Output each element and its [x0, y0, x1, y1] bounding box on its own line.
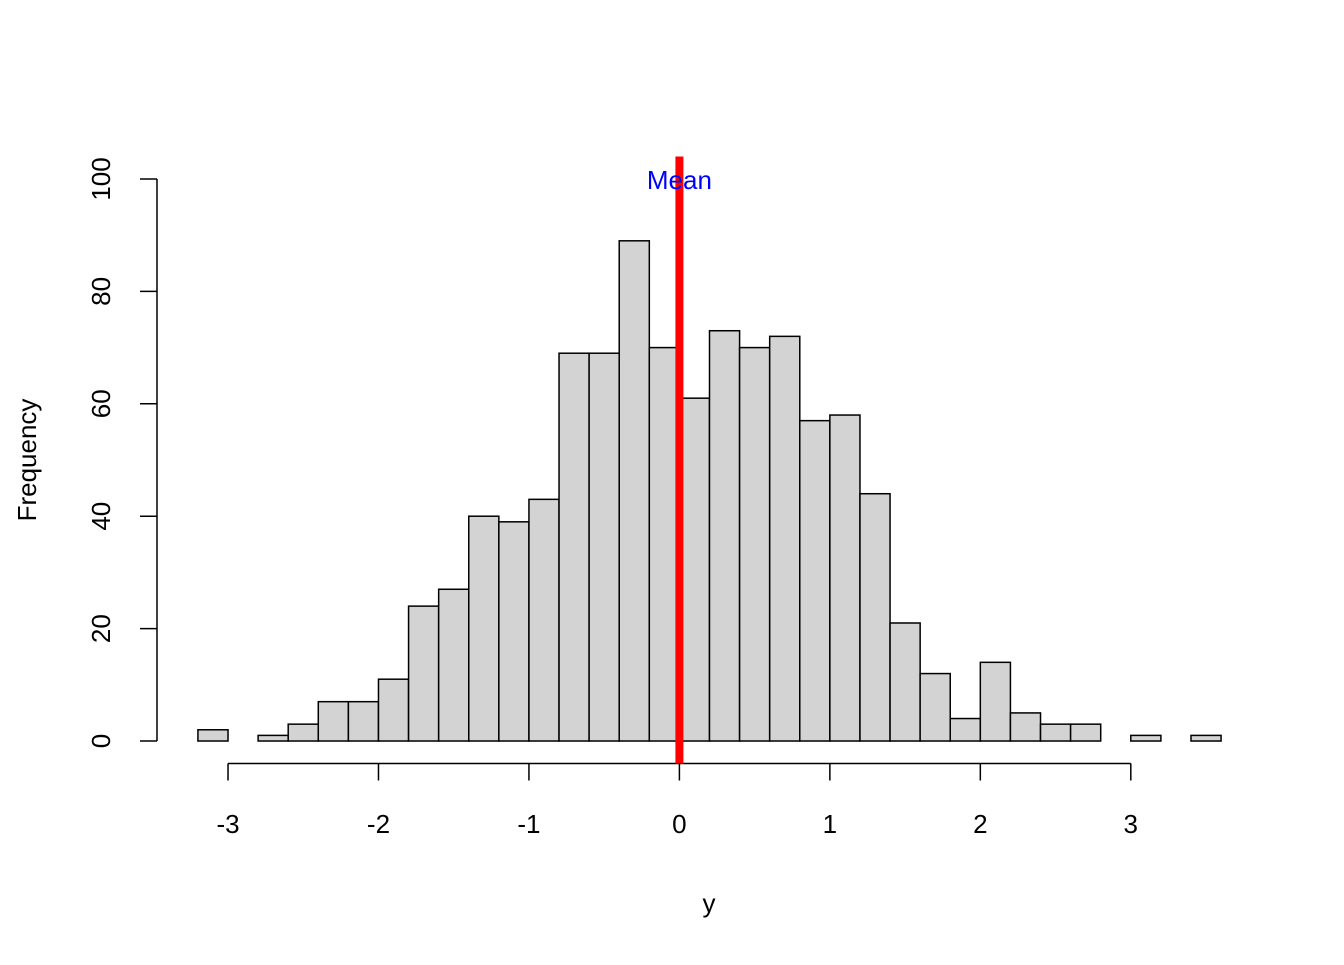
bar [588, 352, 620, 742]
bar [347, 700, 380, 742]
bar [829, 414, 861, 742]
x-tick-label: 0 [672, 809, 686, 839]
bar [1130, 734, 1162, 742]
bar [1039, 723, 1072, 742]
bar [859, 492, 891, 742]
x-tick-label: 2 [973, 809, 987, 839]
bar [317, 700, 350, 742]
bar [377, 678, 410, 742]
bar [949, 717, 982, 742]
bar [1190, 734, 1222, 742]
bar [1069, 723, 1102, 742]
bar [257, 734, 289, 742]
y-tick-label: 20 [86, 614, 116, 643]
x-tick-label: 3 [1124, 809, 1138, 839]
bar [498, 521, 530, 742]
bar [738, 346, 771, 742]
y-tick-label: 0 [86, 734, 116, 748]
y-axis-label: Frequency [12, 399, 42, 522]
bar [919, 672, 951, 742]
bar [678, 397, 711, 742]
bar [528, 498, 560, 742]
bar [437, 588, 470, 742]
bar [197, 729, 229, 742]
bar [768, 335, 801, 742]
bar [979, 661, 1012, 742]
x-tick-label: -1 [517, 809, 540, 839]
bar [1009, 712, 1042, 742]
bar [708, 329, 741, 742]
y-tick-label: 40 [86, 502, 116, 531]
mean-label: Mean [647, 165, 712, 195]
bar [889, 622, 921, 742]
bar [407, 605, 440, 742]
x-axis-label: y [703, 888, 716, 918]
x-tick-label: -3 [216, 809, 239, 839]
y-tick-label: 100 [86, 157, 116, 200]
x-tick-label: -2 [367, 809, 390, 839]
bar [468, 515, 500, 742]
bar [618, 240, 651, 742]
x-tick-label: 1 [823, 809, 837, 839]
y-tick-label: 60 [86, 389, 116, 418]
y-tick-label: 80 [86, 277, 116, 306]
bar [799, 419, 831, 742]
bar [648, 346, 681, 742]
bar [287, 723, 320, 742]
bar [558, 352, 590, 742]
